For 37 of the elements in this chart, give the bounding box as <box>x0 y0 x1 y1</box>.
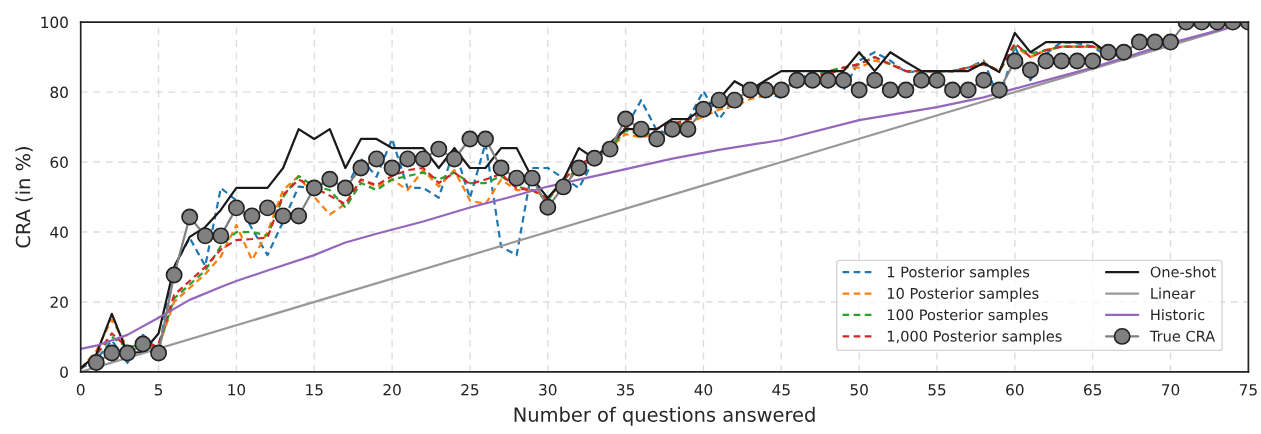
legend-label: 100 Posterior samples <box>887 309 1048 324</box>
y-tick-label: 20 <box>50 296 68 308</box>
legend-label: Historic <box>1151 309 1205 321</box>
x-tick-label: 55 <box>928 384 946 396</box>
legend-label: 1 Posterior samples <box>887 266 1030 281</box>
x-tick-label: 75 <box>1239 384 1257 396</box>
x-tick-label: 5 <box>154 384 163 396</box>
x-tick-label: 50 <box>850 384 868 396</box>
x-tick-label: 15 <box>306 384 323 396</box>
legend-label: 10 Posterior samples <box>887 287 1039 302</box>
y-axis-title: CRA (in %) <box>15 147 33 248</box>
x-axis-title: Number of questions answered <box>514 406 815 426</box>
y-tick-label: 60 <box>50 156 68 169</box>
x-tick-label: 30 <box>539 384 557 396</box>
x-tick-label: 25 <box>461 384 479 396</box>
point <box>1115 43 1133 61</box>
point <box>118 344 136 362</box>
legend-label: 1,000 Posterior samples <box>887 330 1062 345</box>
x-tick-label: 65 <box>1084 384 1102 396</box>
y-tick-label: 100 <box>41 16 68 29</box>
y-tick-label: 40 <box>50 226 68 239</box>
point <box>632 120 650 138</box>
x-tick-label: 35 <box>617 384 635 396</box>
y-tick-label: 80 <box>50 86 68 99</box>
y-tick-label: 0 <box>60 366 68 378</box>
legend-label: Linear <box>1151 287 1196 299</box>
legend-label: True CRA <box>1149 330 1216 342</box>
point <box>741 81 759 99</box>
x-tick-label: 40 <box>694 384 713 396</box>
x-tick-label: 0 <box>76 384 85 396</box>
x-tick-label: 45 <box>772 384 790 396</box>
x-tick-label: 60 <box>1006 384 1024 396</box>
point <box>523 169 541 187</box>
legend-label: One-shot <box>1150 266 1216 278</box>
x-tick-label: 70 <box>1162 384 1180 396</box>
x-tick-label: 20 <box>383 384 401 396</box>
x-tick-label: 10 <box>228 384 246 396</box>
